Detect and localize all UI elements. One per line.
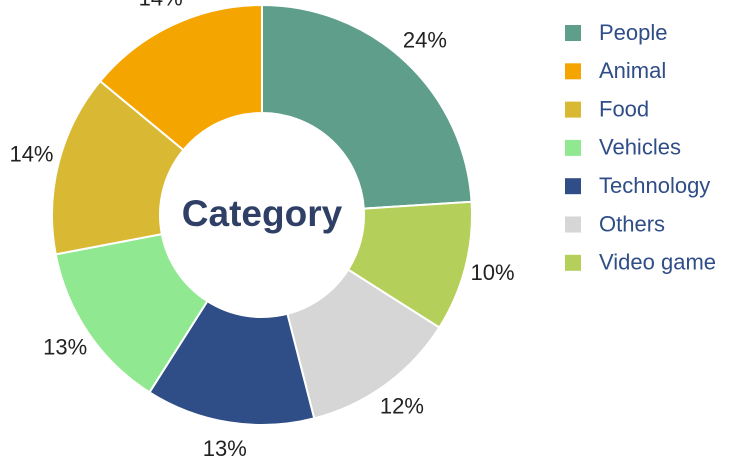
legend-label: Video game	[599, 250, 716, 275]
slice	[98, 3, 263, 152]
data-label: 14%	[139, 0, 183, 10]
legend-swatch	[565, 178, 581, 195]
legend-label: People	[599, 20, 668, 45]
legend-swatch	[565, 25, 581, 41]
data-label: 24%	[403, 27, 447, 52]
chart-title: Category	[182, 193, 343, 234]
data-label: 13%	[43, 335, 87, 360]
slice	[54, 232, 209, 394]
data-label: 10%	[470, 260, 514, 285]
legend-label: Food	[599, 96, 649, 121]
legend-label: Animal	[599, 58, 666, 83]
legend-swatch	[565, 139, 581, 156]
slice	[51, 79, 185, 256]
legend-label: Technology	[599, 173, 710, 198]
data-label: 13%	[203, 436, 247, 456]
legend-swatch	[565, 101, 581, 118]
data-label: 12%	[380, 393, 424, 418]
legend-swatch	[565, 63, 581, 80]
legend-label: Others	[599, 211, 665, 236]
slice	[261, 3, 473, 210]
slice	[148, 299, 316, 426]
data-label: 14%	[9, 142, 53, 167]
legend-swatch	[565, 254, 581, 271]
legend-swatch	[565, 216, 581, 233]
legend-label: Vehicles	[599, 135, 681, 160]
